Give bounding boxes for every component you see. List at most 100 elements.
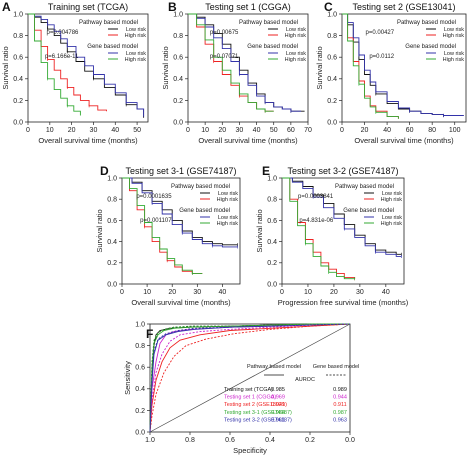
auroc-row-gene-value: 0.911 [333,402,346,408]
x-tick-label: 1.0 [145,437,155,444]
y-tick-label: 0.0 [107,281,117,288]
x-tick-label: 0.2 [305,437,315,444]
legend-pathway-title: Pathway based model [397,20,456,26]
legend-gene-high-label: High risk [125,57,147,63]
legend-gene-title: Gene based model [343,208,394,214]
panel-letter: A [2,0,11,14]
auroc-row-pathway-value: 0.984 [271,410,285,416]
series-line-gene-roc-5 [149,323,350,433]
panel-c: C Testing set 2 (GSE13041) 0 20 40 60 80 100 0.0… [315,0,467,145]
x-tick-label: 30 [236,127,244,134]
x-tick-label: 0.8 [185,437,195,444]
x-tick-label: 30 [193,289,201,296]
panel-title: Testing set 3-2 (GSE74187) [287,166,398,176]
legend-gene-low-label: Low risk [218,215,238,221]
x-tick-label: 60 [287,127,295,134]
reference-diagonal [149,323,351,433]
auroc-row-pathway-value: 0.929 [271,402,285,408]
panel-a: A Training set (TCGA) 0 10 20 30 40 50 0.0 0.2 0.4… [1,0,149,145]
plot-frame [27,13,149,123]
auroc-row-label: Training set (TCGA) [224,387,273,393]
auroc-row-gene-value: 0.987 [333,410,347,416]
legend-gene-pvalue: p=0.07071 [210,54,239,60]
auroc-row-gene-value: 0.944 [333,395,347,401]
legend-pathway-low-label: Low risk [382,191,402,197]
legend-gene-title: Gene based model [179,208,230,214]
legend-gene-high-label: High risk [217,221,239,227]
y-tick-label: 0.2 [135,408,145,415]
panel-d: D Testing set 3-1 (GSE74187) 0 10 20 30 40 0.0 0… [95,164,241,307]
x-tick-label: 0 [120,289,124,296]
legend-gene-pvalue: p=6.166e-11 [45,54,79,60]
x-tick-label: 0.4 [265,437,275,444]
legend-roc-pathway-title: Pathway based model [247,364,301,370]
x-tick-label: 80 [428,127,436,134]
y-tick-label: 0.6 [267,218,277,225]
legend-pathway-title: Pathway based model [239,20,298,26]
legend-pathway-title: Pathway based model [171,184,230,190]
x-axis-label: Overall survival time (months) [198,136,298,145]
x-tick-label: 40 [253,127,261,134]
x-tick-label: 10 [304,289,312,296]
legend-pathway-low-label: Low risk [126,27,146,33]
x-tick-label: 20 [218,127,226,134]
x-tick-label: 30 [356,289,364,296]
x-tick-label: 30 [90,127,98,134]
y-tick-label: 0.2 [267,260,277,267]
legend-pathway-high-label: High risk [217,197,239,203]
series-line-pathway-roc-2 [149,323,351,433]
y-tick-label: 0.6 [107,218,117,225]
plot-frame [341,13,467,123]
x-tick-label: 70 [304,127,312,134]
auroc-row-pathway-value: 0.961 [271,417,285,423]
y-tick-label: 0.6 [327,55,337,62]
legend-pathway-low-label: Low risk [218,191,238,197]
panel-title: Testing set 1 (CGGA) [205,2,291,12]
legend-pathway-low-label: Low risk [286,27,306,33]
series-line-gene-low-2 [282,177,402,257]
y-tick-label: 0.8 [13,33,23,40]
x-tick-label: 0 [186,127,190,134]
series-line-gene-roc-8 [149,323,350,433]
panel-letter: D [100,164,109,178]
y-tick-label: 0.4 [267,239,277,246]
series-line-pathway-high-1 [188,13,274,112]
x-tick-label: 50 [133,127,141,134]
y-tick-label: 0.8 [107,197,117,204]
y-tick-label: 1.0 [135,321,145,328]
legend-roc-gene-title: Gene based model [313,364,359,370]
y-tick-label: 0.6 [135,365,145,372]
legend-pathway-high-label: High risk [443,33,465,39]
x-tick-label: 10 [143,289,151,296]
x-tick-label: 50 [270,127,278,134]
x-axis-label: Overall survival time (months) [131,298,231,307]
auroc-row-gene-value: 0.989 [333,387,347,393]
legend-pathway-high-label: High risk [125,33,147,39]
auroc-row-gene-value: 0.963 [333,417,347,423]
x-axis-label: Specificity [233,446,267,455]
legend-gene-pvalue: p=0.0112 [369,54,394,60]
y-axis-label: Sensitivity [123,361,132,395]
y-tick-label: 0.4 [327,76,337,83]
y-tick-label: 0.8 [327,33,337,40]
y-tick-label: 1.0 [267,175,277,182]
x-tick-label: 60 [406,127,414,134]
legend-pathway-pvalue: p=0.00427 [366,30,395,36]
legend-pathway-pvalue: p=0.004786 [47,30,80,36]
legend-gene-title: Gene based model [87,44,138,50]
y-tick-label: 0.2 [107,260,117,267]
y-tick-label: 1.0 [107,175,117,182]
x-axis-label: Overall survival time (months) [354,136,454,145]
legend-gene-low-label: Low risk [126,51,146,57]
panel-f: F1.0 0.8 0.6 0.4 0.2 0.00.00.20.40.60.81.0Spe… [123,321,359,455]
series-line-gene-high-3 [282,177,355,280]
y-axis-label: Survival ratio [95,209,104,252]
legend-pathway-pvalue: p=0.00675 [210,30,239,36]
panel-letter: C [324,0,333,14]
y-tick-label: 0.0 [327,119,337,126]
legend-gene-pvalue: p=4.831e-06 [299,218,334,224]
x-tick-label: 20 [361,127,369,134]
x-tick-label: 0.0 [345,437,355,444]
x-tick-label: 100 [449,127,461,134]
